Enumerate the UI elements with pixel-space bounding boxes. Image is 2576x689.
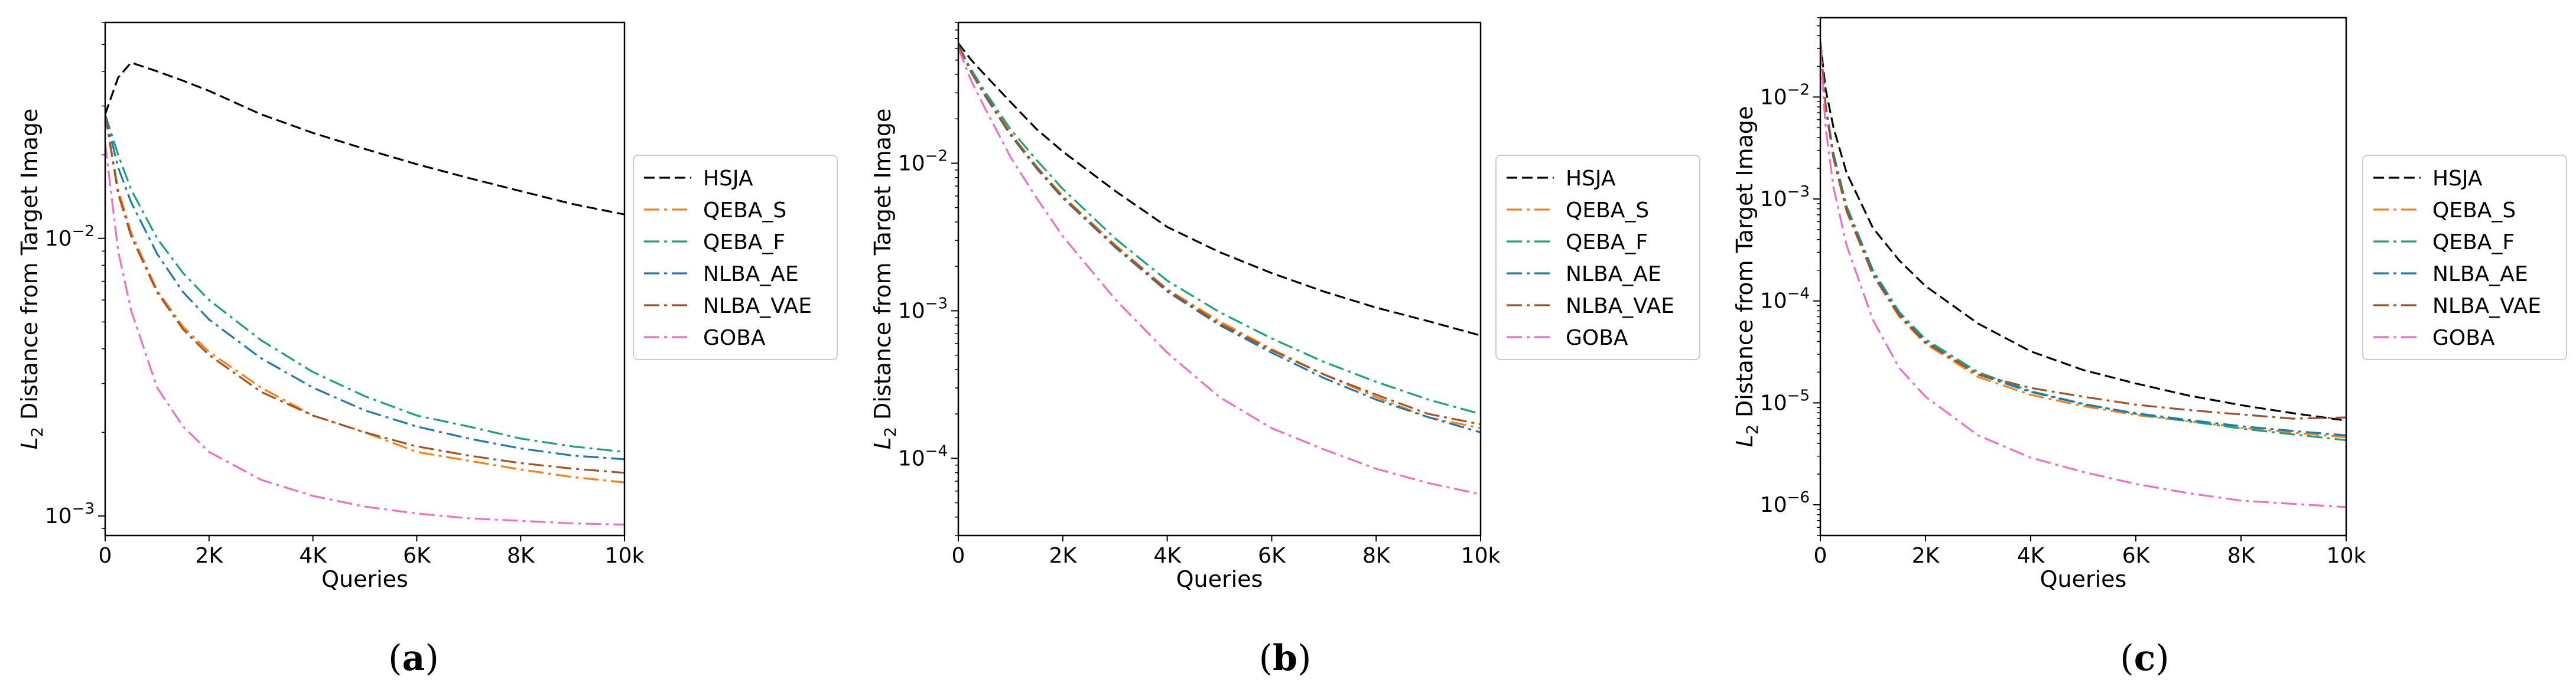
y-tick-label: 10−4 [1760, 285, 1810, 314]
y-axis-label: L2 Distance from Target Image [17, 109, 47, 450]
series-line-hsja [1820, 41, 2346, 422]
legend-label: QEBA_F [1566, 230, 1648, 254]
series-line-nlba-ae [1820, 41, 2346, 436]
y-tick-label: 10−2 [1760, 81, 1810, 109]
legend-label: NLBA_AE [1566, 262, 1661, 286]
x-tick-label: 2K [1049, 544, 1078, 568]
legend-label: HSJA [703, 166, 753, 191]
series-line-qeba-f [1820, 41, 2346, 442]
legend-label: GOBA [703, 326, 766, 350]
legend-label: NLBA_VAE [1566, 294, 1674, 318]
series-group [105, 61, 625, 526]
legend-box [1495, 155, 1700, 360]
legend-label: QEBA_F [2432, 230, 2515, 254]
panel-label: (b) [1259, 638, 1312, 679]
x-axis-label: Queries [2040, 566, 2127, 592]
x-tick-label: 10k [605, 544, 645, 568]
x-tick-label: 6K [2122, 544, 2151, 568]
y-tick-label: 10−3 [898, 295, 948, 323]
series-line-qeba-f [958, 44, 1481, 415]
legend: HSJA QEBA_S QEBA_F NLBA_AE NLBA_VAE GOBA [1495, 155, 1700, 360]
legend: HSJA QEBA_S QEBA_F NLBA_AE NLBA_VAE GOBA [2362, 155, 2567, 360]
x-tick-label: 6K [1258, 544, 1286, 568]
x-tick-label: 4K [2017, 544, 2045, 568]
series-line-hsja [105, 61, 625, 215]
legend-box [2362, 155, 2567, 360]
legend-label: NLBA_VAE [703, 294, 812, 318]
y-tick-label: 10−2 [898, 147, 948, 175]
x-tick-label: 8K [2227, 544, 2256, 568]
series-group [1820, 41, 2346, 508]
legend-label: HSJA [1566, 166, 1616, 191]
x-tick-label: 10k [2327, 544, 2366, 568]
x-tick-label: 8K [507, 544, 535, 568]
x-tick-label: 2K [1912, 544, 1940, 568]
series-line-qeba-s [105, 114, 625, 484]
y-tick-label: 10−5 [1760, 387, 1810, 415]
plot-frame [1819, 17, 2347, 537]
series-line-qeba-s [958, 44, 1481, 429]
x-tick-label: 0 [952, 544, 965, 568]
series-line-goba [105, 143, 625, 526]
chart-panel-a: 0 2K 4K 6K 8K 10k Queries 10−2 10−3 L2 Distance f… [17, 21, 838, 679]
x-tick-label: 2K [196, 544, 224, 568]
legend-label: NLBA_AE [703, 262, 799, 286]
y-tick-label: 10−4 [898, 442, 948, 471]
chart-panel-c: 0 2K 4K 6K 8K 10k Queries 10−2 10−3 10−4 10−5 10−6 L… [1732, 17, 2567, 679]
legend-label: NLBA_AE [2432, 262, 2528, 286]
chart-panel-b: 0 2K 4K 6K 8K 10k Queries 10−2 10−3 10−4L2 Distan… [870, 21, 1700, 679]
x-tick-label: 0 [99, 544, 112, 568]
x-tick-label: 8K [1362, 544, 1391, 568]
plot-frame [104, 21, 626, 537]
series-line-qeba-s [1820, 41, 2346, 439]
y-tick-label: 10−3 [45, 500, 95, 528]
y-axis-label: L2 Distance from Target Image [1732, 106, 1762, 448]
series-line-nlba-vae [958, 45, 1481, 426]
legend-label: QEBA_S [2432, 198, 2516, 223]
x-tick-label: 10k [1461, 544, 1501, 568]
series-line-nlba-vae [105, 114, 625, 474]
x-axis-label: Queries [321, 566, 408, 592]
legend-label: HSJA [2432, 166, 2483, 191]
x-tick-label: 6K [403, 544, 431, 568]
legend-label: NLBA_VAE [2432, 294, 2541, 318]
panel-label: (a) [388, 638, 439, 679]
legend-label: QEBA_S [1566, 198, 1649, 223]
legend-box [633, 155, 838, 360]
legend: HSJA QEBA_S QEBA_F NLBA_AE NLBA_VAE GOBA [633, 155, 838, 360]
legend-label: QEBA_S [703, 198, 786, 223]
legend-label: GOBA [2432, 326, 2495, 350]
y-axis-label: L2 Distance from Target Image [870, 109, 900, 450]
series-line-goba [1820, 48, 2346, 508]
x-tick-label: 4K [1153, 544, 1182, 568]
series-line-hsja [958, 43, 1481, 337]
y-tick-label: 10−3 [1760, 183, 1810, 211]
series-line-nlba-vae [1820, 41, 2346, 420]
y-tick-label: 10−6 [1760, 489, 1810, 517]
series-line-nlba-ae [958, 45, 1481, 433]
x-tick-label: 4K [299, 544, 327, 568]
x-tick-label: 0 [1814, 544, 1827, 568]
series-line-qeba-f [105, 114, 625, 453]
series-line-nlba-ae [105, 114, 625, 461]
series-line-goba [958, 48, 1481, 495]
panel-label: (c) [2120, 638, 2169, 679]
series-group [958, 43, 1481, 495]
x-axis-label: Queries [1176, 566, 1263, 592]
legend-label: QEBA_F [703, 230, 785, 254]
legend-label: GOBA [1566, 326, 1628, 350]
y-tick-label: 10−2 [45, 223, 95, 251]
plot-frame [957, 21, 1482, 537]
